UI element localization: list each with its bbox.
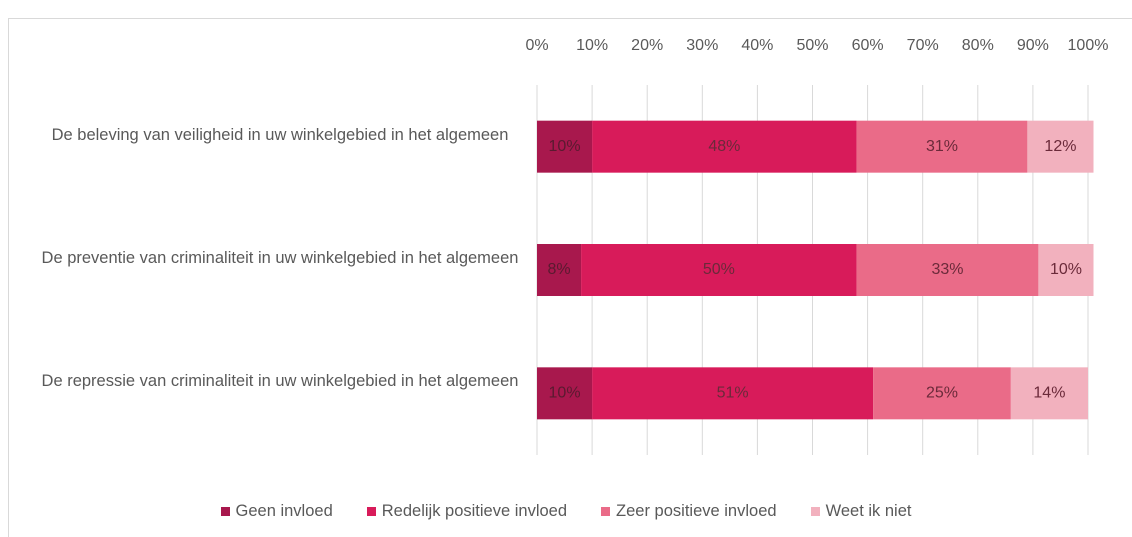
- data-label: 48%: [708, 138, 740, 155]
- data-label: 14%: [1033, 385, 1065, 402]
- x-tick-label: 60%: [852, 37, 884, 54]
- bar-segment: [592, 120, 857, 173]
- x-tick-label: 10%: [576, 37, 608, 54]
- data-label: 50%: [703, 261, 735, 278]
- x-tick-label: 100%: [1068, 37, 1109, 54]
- bar-segment: [537, 120, 593, 173]
- legend-swatch: [601, 507, 611, 516]
- x-tick-label: 20%: [631, 37, 663, 54]
- legend-swatch: [810, 507, 820, 516]
- x-tick-label: 0%: [525, 37, 548, 54]
- x-tick-label: 70%: [907, 37, 939, 54]
- legend-swatch: [220, 507, 230, 516]
- legend-item: Weet ik niet: [810, 502, 912, 521]
- legend-label: Redelijk positieve invloed: [381, 502, 568, 520]
- bar-segment: [1010, 367, 1088, 420]
- legend-swatch: [366, 507, 376, 516]
- bar-segment: [873, 367, 1011, 420]
- bar-segment: [856, 244, 1039, 296]
- data-label: 12%: [1044, 138, 1076, 155]
- category-label: De repressie van criminaliteit in uw win…: [41, 372, 519, 391]
- bar-segment: [1038, 244, 1094, 296]
- legend-label: Zeer positieve invloed: [616, 502, 777, 520]
- data-label: 8%: [547, 261, 570, 278]
- bar-segment: [537, 367, 593, 420]
- data-label: 51%: [717, 385, 749, 402]
- legend: Geen invloed Redelijk positieve invloed Ze…: [0, 502, 1132, 521]
- bar-segment: [592, 367, 874, 420]
- legend-item: Zeer positieve invloed: [601, 502, 777, 521]
- bar-segment: [581, 244, 857, 296]
- data-label: 10%: [1050, 261, 1082, 278]
- bar-segment: [537, 244, 582, 296]
- x-tick-label: 90%: [1017, 37, 1049, 54]
- x-tick-label: 80%: [962, 37, 994, 54]
- x-tick-label: 30%: [686, 37, 718, 54]
- category-label: De beleving van veiligheid in uw winkelg…: [51, 125, 509, 144]
- bar-segment: [1027, 120, 1094, 173]
- data-label: 31%: [926, 138, 958, 155]
- bar-segment: [856, 120, 1028, 173]
- data-label: 10%: [549, 385, 581, 402]
- legend-item: Redelijk positieve invloed: [366, 502, 568, 521]
- data-label: 33%: [931, 261, 963, 278]
- legend-label: Geen invloed: [235, 502, 333, 520]
- x-tick-label: 50%: [796, 37, 828, 54]
- legend-item: Geen invloed: [220, 502, 333, 521]
- data-label: 10%: [549, 138, 581, 155]
- data-label: 25%: [926, 385, 958, 402]
- category-label: De preventie van criminaliteit in uw win…: [41, 249, 519, 267]
- frame: [8, 18, 1132, 537]
- x-tick-label: 40%: [741, 37, 773, 54]
- legend-label: Weet ik niet: [825, 502, 912, 520]
